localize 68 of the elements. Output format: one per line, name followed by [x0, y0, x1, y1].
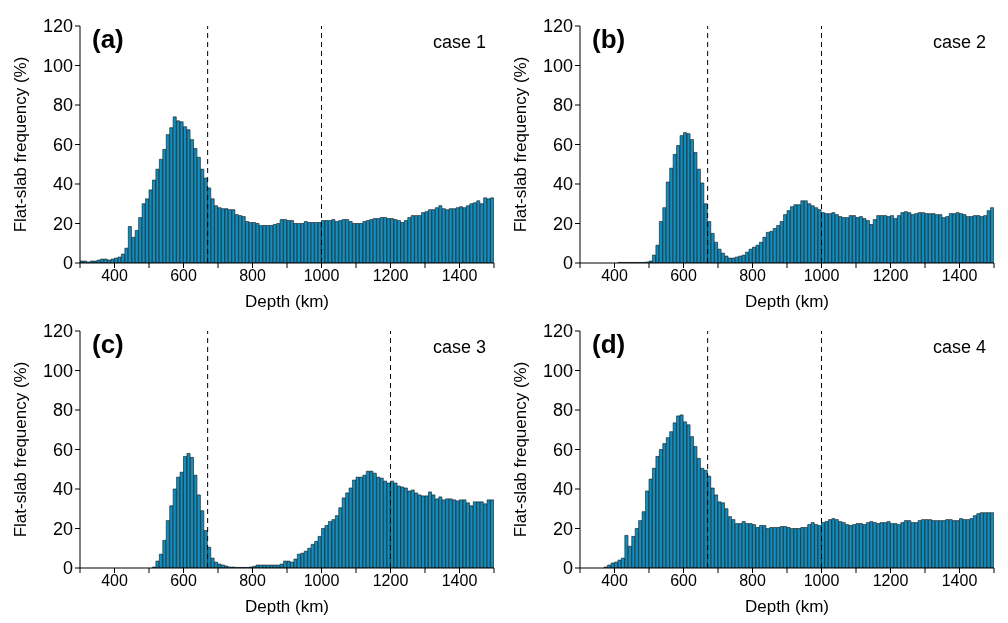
x-tick-label: 600 — [670, 572, 697, 590]
x-tick-label: 400 — [601, 267, 628, 285]
chart-title: (a) — [92, 24, 124, 55]
y-tick-label: 60 — [52, 439, 73, 460]
y-tick-label: 40 — [52, 479, 73, 500]
x-tick-label: 800 — [739, 267, 766, 285]
y-axis-title: Flat-slab frequency (%) — [511, 361, 531, 538]
y-tick-label: 120 — [42, 16, 73, 37]
y-tick-label: 80 — [52, 400, 73, 421]
x-tick-label: 1000 — [803, 267, 840, 285]
y-tick-label: 100 — [542, 55, 573, 76]
y-axis-title: Flat-slab frequency (%) — [11, 56, 31, 233]
y-tick-label: 20 — [52, 518, 73, 539]
x-tick-label: 800 — [739, 572, 766, 590]
x-axis-title: Depth (km) — [244, 597, 330, 616]
y-tick-label: 60 — [52, 134, 73, 155]
x-tick-label: 1400 — [941, 267, 978, 285]
y-axis-title: Flat-slab frequency (%) — [511, 56, 531, 233]
x-tick-label: 600 — [670, 267, 697, 285]
y-tick-label: 40 — [552, 174, 573, 195]
y-tick-label: 40 — [552, 479, 573, 500]
y-tick-label: 120 — [542, 321, 573, 342]
x-tick-label: 1200 — [372, 267, 409, 285]
annotation: case 4 — [932, 337, 986, 358]
y-tick-label: 0 — [62, 253, 73, 274]
x-tick-label: 400 — [101, 267, 128, 285]
y-tick-label: 0 — [562, 253, 573, 274]
annotation: case 3 — [432, 337, 486, 358]
y-tick-label: 0 — [62, 558, 73, 579]
chart-title: (c) — [92, 329, 124, 360]
x-tick-label: 1200 — [872, 572, 909, 590]
y-tick-label: 60 — [552, 134, 573, 155]
y-tick-label: 60 — [552, 439, 573, 460]
x-tick-label: 400 — [601, 572, 628, 590]
y-tick-label: 120 — [42, 321, 73, 342]
y-axis-title: Flat-slab frequency (%) — [11, 361, 31, 538]
x-tick-label: 600 — [170, 267, 197, 285]
x-tick-label: 1000 — [803, 572, 840, 590]
x-tick-label: 400 — [101, 572, 128, 590]
annotation: case 2 — [932, 32, 986, 53]
y-tick-label: 40 — [52, 174, 73, 195]
annotation: case 1 — [432, 32, 486, 53]
chart-title: (b) — [592, 24, 626, 55]
y-tick-label: 80 — [552, 400, 573, 421]
y-tick-label: 100 — [42, 55, 73, 76]
y-tick-label: 80 — [552, 95, 573, 116]
x-tick-label: 1200 — [872, 267, 909, 285]
x-tick-label: 1400 — [441, 572, 478, 590]
x-axis-title: Depth (km) — [744, 292, 830, 311]
y-tick-label: 120 — [542, 16, 573, 37]
x-tick-label: 1200 — [372, 572, 409, 590]
x-tick-label: 1400 — [941, 572, 978, 590]
x-tick-label: 1400 — [441, 267, 478, 285]
chart-title: (d) — [592, 329, 626, 360]
x-tick-label: 600 — [170, 572, 197, 590]
x-axis-title: Depth (km) — [744, 597, 830, 616]
y-tick-label: 0 — [562, 558, 573, 579]
x-tick-label: 1000 — [303, 572, 340, 590]
y-tick-label: 20 — [552, 213, 573, 234]
x-tick-label: 800 — [239, 572, 266, 590]
x-axis-title: Depth (km) — [244, 292, 330, 311]
y-tick-label: 80 — [52, 95, 73, 116]
x-tick-label: 800 — [239, 267, 266, 285]
y-tick-label: 20 — [552, 518, 573, 539]
y-tick-label: 100 — [542, 360, 573, 381]
y-tick-label: 20 — [52, 213, 73, 234]
y-tick-label: 100 — [42, 360, 73, 381]
x-tick-label: 1000 — [303, 267, 340, 285]
